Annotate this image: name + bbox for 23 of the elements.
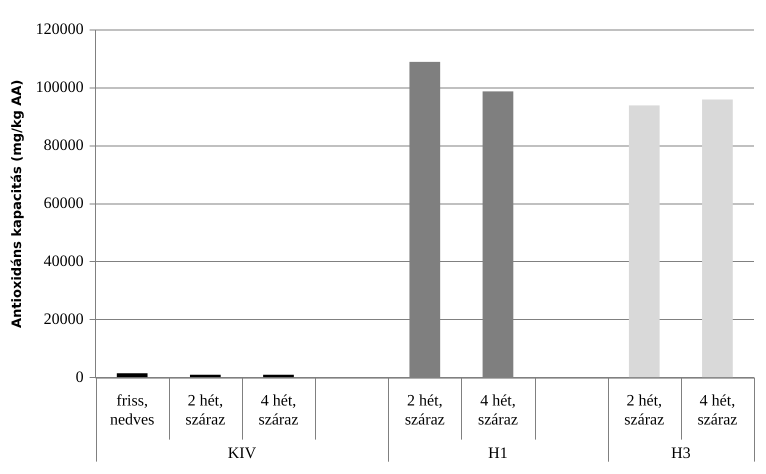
y-tick-label: 60000 — [44, 195, 84, 212]
bar — [190, 374, 221, 378]
y-tick-label: 20000 — [44, 310, 84, 328]
text: KIV — [228, 444, 257, 462]
x-tick-label: 4 hét, száraz — [478, 392, 518, 429]
bar — [702, 100, 733, 378]
bar — [628, 105, 660, 378]
text: H1 — [488, 444, 508, 462]
x-tick-label: 2 hét, száraz — [624, 392, 664, 429]
y-tick-label: 80000 — [44, 137, 84, 154]
x-tick-label: 4 hét, száraz — [258, 392, 298, 429]
x-tick-label: 4 hét, száraz — [697, 392, 738, 429]
y-axis-title: Antioxidáns kapacitás (mg/kg AA) — [10, 80, 26, 328]
text: H3 — [671, 444, 691, 462]
x-tick-label: friss, nedves — [110, 392, 154, 429]
bar — [116, 373, 148, 378]
y-tick-label: 100000 — [36, 79, 84, 96]
x-tick-label: 2 hét, száraz — [404, 392, 445, 429]
y-tick-label: 40000 — [44, 252, 84, 270]
y-tick-label: 0 — [76, 368, 84, 386]
bar — [263, 374, 294, 378]
x-tick-label: 2 hét, száraz — [185, 392, 226, 429]
y-tick-label: 120000 — [36, 21, 84, 38]
